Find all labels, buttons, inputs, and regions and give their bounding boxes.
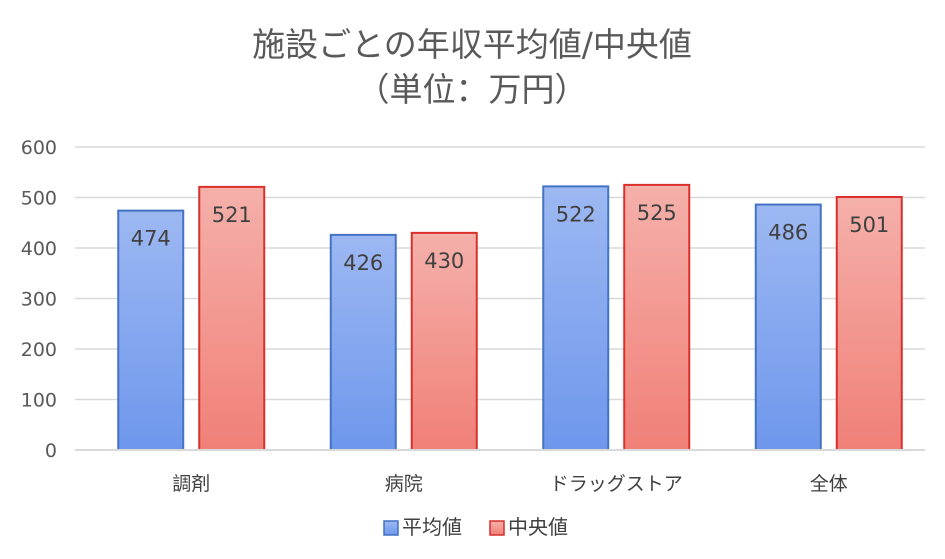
data-label: 501 <box>849 213 889 237</box>
data-label: 522 <box>556 202 596 226</box>
bar-median <box>410 231 478 451</box>
y-tick-label: 300 <box>21 289 57 311</box>
x-category-label: 調剤 <box>172 473 210 495</box>
x-axis: 調剤 病院 ドラッグストア 全体 <box>75 449 925 495</box>
x-category-label: ドラッグストア <box>550 473 683 495</box>
y-tick-label: 0 <box>45 440 57 462</box>
chart-subtitle: （単位：万円） <box>357 70 588 109</box>
data-label: 486 <box>768 221 808 245</box>
bar-median <box>198 185 266 452</box>
data-label: 521 <box>212 203 252 227</box>
bar-median <box>623 183 691 451</box>
legend: 平均値 中央値 <box>383 515 568 539</box>
bars: 474 521 426 430 522 525 486 501 <box>117 183 903 452</box>
bar-mean <box>329 233 397 451</box>
x-category-label: 病院 <box>385 473 423 495</box>
data-label: 474 <box>131 227 171 251</box>
y-tick-label: 200 <box>21 339 57 361</box>
chart-title: 施設ごとの年収平均値/中央値 <box>252 25 692 64</box>
y-tick-label: 600 <box>21 137 57 159</box>
data-label: 525 <box>637 201 677 225</box>
legend-entry: 平均値 <box>402 515 462 539</box>
bar-mean <box>542 185 610 451</box>
legend-swatch <box>383 520 399 536</box>
y-axis: 0 100 200 300 400 500 600 <box>21 137 57 462</box>
y-tick-label: 500 <box>21 188 57 210</box>
legend-entry: 中央値 <box>508 515 568 539</box>
bar-mean <box>754 203 822 451</box>
y-tick-label: 100 <box>21 390 57 412</box>
data-label: 430 <box>424 249 464 273</box>
bar-median <box>835 195 903 451</box>
legend-swatch <box>489 520 505 536</box>
y-tick-label: 400 <box>21 238 57 260</box>
x-category-label: 全体 <box>810 473 848 495</box>
data-label: 426 <box>343 251 383 275</box>
